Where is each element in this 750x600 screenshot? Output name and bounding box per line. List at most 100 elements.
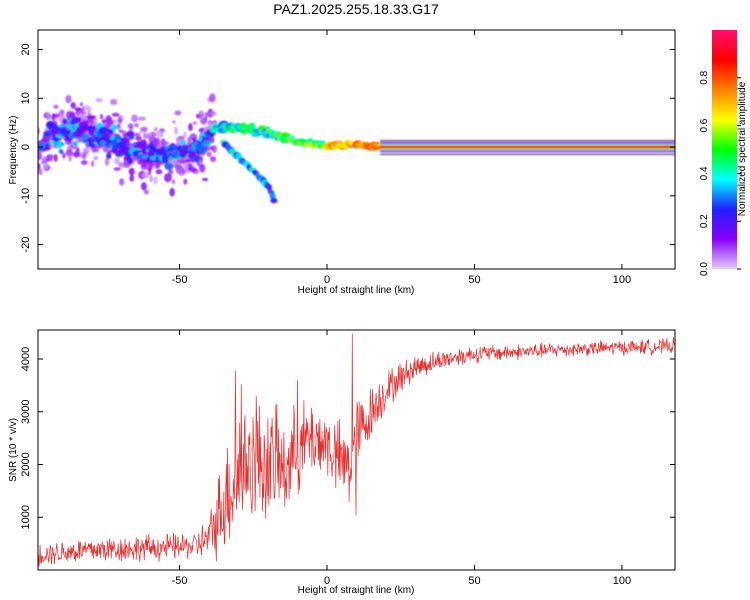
spectrogram-cell bbox=[164, 173, 172, 183]
spectrogram-cell bbox=[113, 167, 121, 171]
spectrogram-cell bbox=[116, 123, 121, 130]
spectrogram-xtick-label: 0 bbox=[324, 274, 330, 286]
spectrogram-cell bbox=[140, 159, 148, 167]
spectrogram-ytick-label: 20 bbox=[20, 43, 32, 55]
spectrogram-cell bbox=[269, 192, 276, 200]
spectrogram-cell bbox=[204, 112, 209, 118]
spectrogram-cell bbox=[127, 123, 134, 130]
spectrogram-cell bbox=[153, 127, 158, 132]
colorbar-tick-label: 0.8 bbox=[699, 70, 710, 84]
spectrogram-cell bbox=[58, 110, 65, 117]
spectrogram-cell bbox=[144, 133, 151, 140]
spectrogram-carrier-edge bbox=[380, 140, 675, 142]
spectrogram-cell bbox=[178, 169, 186, 176]
spectrogram-cell bbox=[176, 159, 185, 163]
snr-ytick-label: 3000 bbox=[20, 400, 32, 424]
spectrogram-ytick-label: -10 bbox=[20, 188, 32, 204]
spectrogram-frame bbox=[37, 29, 676, 270]
spectrogram-cell bbox=[168, 144, 177, 148]
spectrogram-cell bbox=[209, 93, 216, 103]
spectrogram-cell bbox=[70, 102, 76, 109]
spectrogram-cell bbox=[99, 114, 104, 120]
spectrogram-cell bbox=[72, 151, 81, 158]
spectrogram-cell bbox=[38, 162, 41, 170]
spectrogram-cell bbox=[201, 177, 209, 182]
snr-y-label: SNR (10 * v/v) bbox=[8, 418, 19, 482]
spectrogram-cell bbox=[135, 135, 142, 141]
spectrogram-cell bbox=[91, 160, 95, 167]
spectrogram-cell bbox=[172, 120, 176, 124]
spectrogram-cell bbox=[111, 112, 120, 117]
spectrogram-cell bbox=[110, 98, 118, 106]
spectrogram-cell bbox=[51, 113, 56, 121]
spectrogram-x-label: Height of straight line (km) bbox=[298, 285, 415, 296]
spectrogram-cell bbox=[98, 126, 109, 134]
spectrogram-cell bbox=[156, 130, 164, 138]
spectrogram-y-label: Frequency (Hz) bbox=[8, 116, 19, 185]
spectrogram-cell bbox=[149, 144, 157, 151]
snr-series-line bbox=[38, 333, 675, 567]
spectrogram-cell bbox=[270, 197, 278, 204]
spectrogram-cell bbox=[187, 136, 192, 145]
spectrogram-cell bbox=[44, 143, 50, 151]
spectrogram-cell bbox=[76, 117, 82, 121]
spectrogram-cell bbox=[187, 158, 194, 162]
spectrogram-cell bbox=[209, 111, 217, 116]
snr-axes: -50 0 50 100 1000 2000 3000 4000 bbox=[20, 330, 675, 587]
spectrogram-cell bbox=[118, 162, 125, 168]
spectrogram-carrier-band bbox=[380, 146, 675, 149]
colorbar-tick-label: 0.6 bbox=[699, 118, 710, 132]
spectrogram-cell bbox=[80, 160, 88, 165]
spectrogram-cell bbox=[110, 124, 118, 131]
spectrogram-cell bbox=[127, 157, 133, 165]
spectrogram-cell bbox=[189, 167, 197, 173]
colorbar: 0.0 0.2 0.4 0.6 0.8 Normalized spectral ampl… bbox=[699, 30, 748, 276]
spectrogram-cell bbox=[107, 129, 114, 134]
snr-ytick-label: 4000 bbox=[20, 347, 32, 371]
snr-frame bbox=[37, 329, 676, 571]
spectrogram-cell bbox=[198, 110, 204, 118]
spectrogram-panel: -50 0 50 100 -20 -10 0 10 20 Height of straight … bbox=[8, 29, 676, 296]
spectrogram-cell bbox=[120, 137, 130, 143]
spectrogram-xtick-label: 100 bbox=[613, 274, 631, 286]
spectrogram-cell bbox=[79, 102, 84, 107]
spectrogram-cell bbox=[82, 152, 87, 160]
spectrogram-axes: -50 0 50 100 -20 -10 0 10 20 bbox=[20, 30, 675, 286]
colorbar-ticks: 0.0 0.2 0.4 0.6 0.8 bbox=[699, 70, 741, 276]
spectrogram-cell bbox=[65, 95, 72, 104]
spectrogram-cell bbox=[209, 122, 213, 127]
spectrogram-cell bbox=[56, 141, 62, 150]
spectrogram-cell bbox=[83, 104, 90, 111]
spectrogram-cell bbox=[118, 129, 124, 133]
spectrogram-cell bbox=[128, 167, 135, 176]
spectrogram-cell bbox=[171, 179, 176, 185]
spectrogram-cell bbox=[142, 171, 150, 179]
spectrogram-cell bbox=[117, 135, 122, 140]
spectrogram-cell bbox=[174, 110, 182, 116]
spectrogram-cell bbox=[119, 178, 125, 186]
spectrogram-cell bbox=[179, 140, 187, 146]
spectrogram-cell bbox=[131, 114, 139, 123]
spectrogram-cell bbox=[162, 156, 169, 164]
spectrogram-cell bbox=[101, 119, 107, 124]
snr-ytick-label: 1000 bbox=[20, 505, 32, 529]
spectrogram-cell bbox=[193, 154, 201, 163]
spectrogram-cell bbox=[188, 123, 193, 132]
spectrogram-cell bbox=[62, 118, 67, 125]
spectrogram-xtick-label: 50 bbox=[468, 274, 480, 286]
spectrogram-cell bbox=[53, 154, 58, 162]
colorbar-tick-label: 0.2 bbox=[699, 214, 710, 228]
spectrogram-cell bbox=[265, 126, 271, 130]
spectrogram-cell bbox=[183, 178, 188, 185]
spectrogram-cell bbox=[200, 117, 208, 125]
spectrogram-cell bbox=[53, 104, 59, 109]
spectrogram-ytick-label: 10 bbox=[20, 92, 32, 104]
spectrogram-cell bbox=[149, 175, 153, 183]
colorbar-bar bbox=[712, 30, 737, 269]
spectrogram-cell bbox=[138, 116, 146, 121]
spectrogram-cell bbox=[58, 149, 64, 154]
spectrogram-cell bbox=[68, 155, 72, 162]
snr-panel: -50 0 50 100 1000 2000 3000 4000 Height of stra… bbox=[8, 329, 676, 596]
colorbar-tick-label: 0.0 bbox=[699, 262, 710, 276]
spectrogram-ytick-label: -20 bbox=[20, 237, 32, 253]
